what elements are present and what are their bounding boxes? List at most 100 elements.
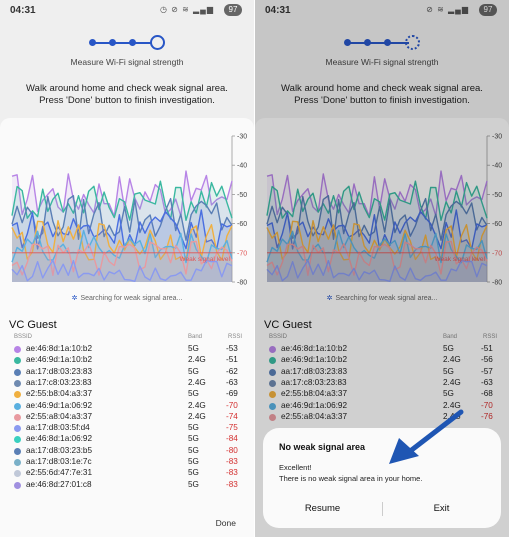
- status-time: 04:31: [265, 5, 291, 16]
- header-band: Band: [443, 334, 458, 340]
- series-color-dot: [14, 357, 21, 365]
- bssid-value: e2:55:b8:04:a3:37: [281, 389, 348, 399]
- bssid-value: aa:17:c8:03:23:83: [26, 377, 92, 387]
- ssid-name: VC Guest: [9, 319, 57, 331]
- step-dot-1: [89, 39, 96, 46]
- searching-status: ✲ Searching for weak signal area...: [255, 294, 509, 302]
- series-area: [267, 171, 487, 282]
- series-line: [11, 209, 233, 251]
- header-band: Band: [188, 334, 203, 340]
- series-color-dot: [14, 481, 21, 489]
- bssid-row: e2:55:6d:47:7e:31 5G -83: [14, 468, 246, 479]
- battery-icon: 97: [479, 4, 497, 16]
- step-title: Measure Wi-Fi signal strength: [70, 57, 184, 67]
- band-value: 2.4G: [188, 400, 206, 410]
- band-value: 2.4G: [443, 377, 461, 387]
- series-line: [266, 180, 488, 222]
- bssid-value: e2:55:a8:04:a3:37: [26, 411, 93, 421]
- loading-icon: ✲: [71, 295, 78, 302]
- threshold-label: Weak signal level: [180, 256, 231, 263]
- series-line: [11, 180, 233, 222]
- bssid-row: ae:46:9d:1a:06:92 2.4G -70: [14, 401, 246, 412]
- y-tick-label: -60: [492, 221, 502, 228]
- bssid-row: e2:55:a8:04:a3:37 2.4G -74: [14, 412, 246, 423]
- series-color-dot: [269, 402, 276, 410]
- signal-chart: -30 -40 -50 -60 -70 -80 Weak signal level: [255, 130, 509, 290]
- bssid-row: aa:17:c8:03:23:83 2.4G -63: [269, 378, 501, 389]
- y-tick-label: -30: [492, 134, 502, 141]
- exit-button[interactable]: Exit: [433, 503, 450, 514]
- series-line: [11, 259, 233, 283]
- band-value: 5G: [443, 389, 454, 399]
- rssi-value: -69: [226, 389, 238, 399]
- y-tick-label: -70: [237, 250, 247, 257]
- bssid-value: ae:46:8d:1a:10:b2: [26, 344, 93, 353]
- bssid-row: aa:17:c8:03:23:83 2.4G -63: [14, 378, 246, 389]
- status-icons: ⊘ ≋ ▂▄▆: [426, 5, 469, 14]
- series-color-dot: [14, 379, 21, 387]
- rssi-value: -53: [226, 344, 238, 353]
- instructions: Walk around home and check weak signal a…: [281, 83, 483, 106]
- progress-stepper: [255, 32, 509, 54]
- y-tick-label: -80: [237, 280, 247, 287]
- annotation-arrow-icon: [389, 409, 464, 464]
- searching-text: Searching for weak signal area...: [335, 295, 438, 302]
- y-tick-label: -30: [237, 134, 247, 141]
- rssi-value: -56: [481, 355, 493, 365]
- rssi-value: -57: [481, 366, 493, 376]
- series-area: [267, 195, 487, 282]
- series-color-dot: [14, 436, 21, 444]
- series-color-dot: [14, 391, 21, 399]
- bssid-row: e2:55:b8:04:a3:37 5G -68: [269, 389, 501, 400]
- band-value: 2.4G: [188, 355, 206, 365]
- series-line: [266, 219, 488, 261]
- bssid-value: ae:46:9d:1a:06:92: [281, 400, 348, 410]
- status-icons: ◷ ⊘ ≋ ▂▄▆: [159, 5, 214, 14]
- series-color-dot: [14, 425, 21, 433]
- rssi-value: -83: [226, 457, 238, 466]
- bssid-value: e2:55:6d:47:7e:31: [26, 468, 93, 478]
- series-line: [266, 209, 488, 251]
- bssid-row: aa:17:d8:03:23:b5 5G -80: [14, 446, 246, 457]
- rssi-value: -83: [226, 479, 238, 489]
- done-button[interactable]: Done: [215, 518, 236, 528]
- screen-divider: [254, 0, 255, 537]
- stepper-line: [92, 42, 154, 44]
- series-color-dot: [269, 379, 276, 387]
- series-line: [266, 259, 488, 283]
- resume-button[interactable]: Resume: [304, 503, 341, 514]
- series-color-dot: [14, 346, 21, 353]
- series-area: [267, 260, 487, 282]
- series-color-dot: [14, 402, 21, 410]
- bssid-value: aa:17:c8:03:23:83: [281, 377, 347, 387]
- bssid-value: aa:17:d8:03:23:83: [26, 366, 93, 376]
- step-loading-icon: [405, 35, 420, 50]
- bssid-row: ae:46:9d:1a:10:b2 2.4G -56: [269, 355, 501, 366]
- bssid-row: ae:46:9d:1a:10:b2 2.4G -51: [14, 355, 246, 366]
- bssid-value: aa:17:d8:03:5f:d4: [26, 423, 90, 433]
- series-line: [11, 240, 233, 277]
- signal-chart-svg: -30 -40 -50 -60 -70 -80 Weak signal level: [266, 134, 502, 287]
- table-header: BSSID Band RSSI: [269, 334, 501, 340]
- bssid-row: e2:55:b8:04:a3:37 5G -69: [14, 389, 246, 400]
- y-tick-label: -40: [237, 163, 247, 170]
- series-area: [12, 195, 232, 282]
- series-color-dot: [269, 346, 276, 353]
- y-tick-label: -50: [237, 192, 247, 199]
- series-line: [11, 194, 233, 241]
- dialog-title: No weak signal area: [279, 442, 366, 452]
- searching-text: Searching for weak signal area...: [80, 295, 183, 302]
- series-line: [266, 240, 488, 277]
- bssid-value: ae:46:9d:1a:06:92: [26, 400, 93, 410]
- dialog-divider: [382, 502, 383, 516]
- series-color-dot: [269, 391, 276, 399]
- bssid-value: aa:17:d8:03:23:b5: [26, 445, 93, 455]
- series-line: [266, 170, 488, 218]
- rssi-value: -62: [226, 366, 238, 376]
- signal-card: -30 -40 -50 -60 -70 -80 Weak signal level ✲ Sea…: [0, 118, 254, 537]
- series-color-dot: [14, 447, 21, 455]
- y-tick-label: -80: [492, 280, 502, 287]
- band-value: 5G: [188, 423, 199, 433]
- step-dot-3: [129, 39, 136, 46]
- loading-icon: ✲: [326, 295, 333, 302]
